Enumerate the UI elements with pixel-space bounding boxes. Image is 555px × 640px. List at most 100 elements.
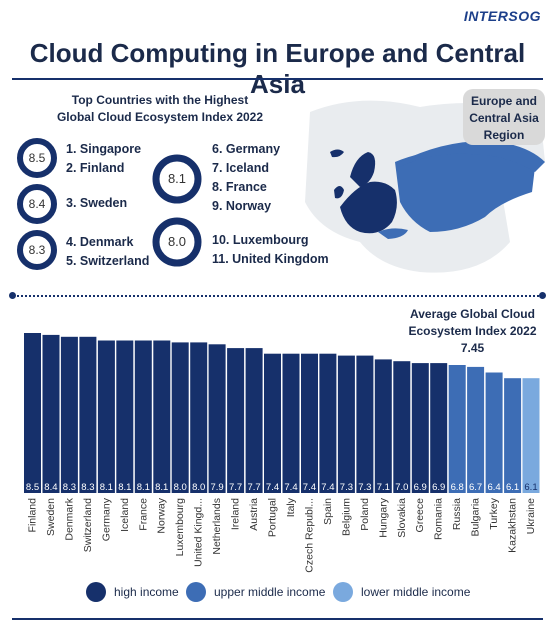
bar-belgium (337, 355, 355, 493)
bar-norway (153, 340, 171, 493)
bar-value-label: 7.7 (247, 482, 260, 493)
bar-value-label: 8.1 (118, 482, 131, 493)
bar-romania (430, 363, 448, 493)
x-tick-label: Bulgaria (470, 498, 482, 537)
rank-item: 1. Singapore (66, 142, 142, 156)
bar-poland (356, 355, 374, 493)
rank-item: 11. United Kingdom (212, 252, 329, 266)
bar-value-label: 6.1 (506, 482, 519, 493)
page-title: Cloud Computing in Europe and Central As… (29, 38, 526, 99)
region-badge-line: Region (483, 128, 525, 142)
legend-swatch (86, 582, 106, 602)
region-badge-line: Central Asia (469, 111, 539, 125)
bar-value-label-bg (523, 479, 539, 492)
x-tick-label: Czech Republ... (303, 498, 315, 573)
x-tick-label: Ireland (230, 498, 242, 530)
x-tick-label: Iceland (119, 498, 131, 532)
x-tick-label: Denmark (63, 497, 75, 540)
bar-value-label: 7.3 (358, 482, 371, 493)
map-region-turkey (378, 228, 408, 239)
average-label-line: Ecosystem Index 2022 (408, 324, 537, 338)
score-ring-8-4: 8.4 (17, 184, 57, 224)
bar-value-label: 8.0 (192, 482, 205, 493)
x-tick-label: Turkey (488, 497, 500, 529)
divider-dot (9, 292, 16, 299)
average-label: Average Global Cloud Ecosystem Index 202… (400, 306, 545, 357)
rank-item: 8. France (212, 180, 267, 194)
bar-value-label: 6.1 (524, 482, 537, 493)
rank-item: 5. Switzerland (66, 254, 150, 268)
legend-swatch (186, 582, 206, 602)
bar-hungary (374, 359, 392, 493)
score-ring-label: 8.3 (29, 243, 46, 257)
map-region-uk (334, 186, 344, 199)
title-divider (12, 78, 543, 80)
score-ring-label: 8.5 (29, 151, 46, 165)
section-divider (12, 295, 543, 297)
bar-value-label: 8.5 (26, 482, 39, 493)
rank-item: 3. Sweden (66, 196, 128, 210)
bar-value-label: 7.4 (266, 482, 279, 493)
bar-value-label: 7.4 (284, 482, 297, 493)
bar-bulgaria (467, 366, 485, 493)
bar-italy (282, 353, 300, 493)
x-tick-label: Hungary (377, 497, 389, 537)
bar-slovakia (393, 361, 411, 493)
x-tick-label: Romania (433, 498, 445, 540)
bar-value-label: 7.0 (395, 482, 408, 493)
average-label-line: Average Global Cloud (410, 307, 535, 321)
region-badge: Europe and Central Asia Region (463, 89, 545, 145)
x-tick-label: Norway (156, 497, 168, 533)
bar-value-label: 6.7 (469, 482, 482, 493)
bar-turkey (485, 372, 503, 493)
x-tick-label: Spain (322, 498, 334, 525)
bar-value-label: 6.9 (414, 482, 427, 493)
bar-austria (245, 348, 263, 493)
bar-value-label: 8.0 (174, 482, 187, 493)
top-heading-line: Top Countries with the Highest (71, 93, 249, 107)
bar-greece (411, 363, 429, 493)
score-ring-8-1: 8.1 (152, 154, 202, 204)
bar-germany (97, 340, 115, 493)
rank-item: 6. Germany (212, 142, 281, 156)
x-tick-label: Luxembourg (174, 498, 186, 557)
bar-sweden (42, 334, 60, 493)
legend-label: lower middle income (361, 585, 471, 599)
rank-item: 7. Iceland (212, 161, 269, 175)
x-tick-label: Portugal (267, 498, 279, 537)
map-region-russia-east (400, 141, 545, 172)
legend-swatch (333, 582, 353, 602)
score-ring-label: 8.4 (29, 197, 46, 211)
bar-france (134, 340, 152, 493)
x-tick-label: Austria (248, 498, 260, 531)
bar-portugal (264, 353, 281, 493)
x-tick-label: Russia (451, 498, 463, 530)
score-ring-8-3: 8.3 (17, 230, 57, 270)
bar-value-label: 6.8 (451, 482, 464, 493)
bar-value-label: 8.1 (155, 482, 168, 493)
bar-value-label: 6.9 (432, 482, 445, 493)
score-ring-8-5: 8.5 (17, 138, 57, 178)
average-value: 7.45 (460, 341, 485, 355)
legend-item-upper-middle-income: upper middle income (186, 582, 325, 602)
bar-value-label: 8.3 (63, 482, 76, 493)
score-ring-label: 8.0 (168, 234, 186, 249)
divider-dot (539, 292, 546, 299)
bar-value-label: 7.7 (229, 482, 242, 493)
legend-label: upper middle income (214, 585, 326, 599)
region-badge-line: Europe and (470, 94, 537, 108)
legend-item-high-income: high income (86, 582, 179, 602)
x-tick-label: Netherlands (211, 498, 223, 555)
bar-value-label: 8.1 (137, 482, 150, 493)
bar-value-label: 7.4 (321, 482, 334, 493)
bar-value-label: 8.3 (81, 482, 94, 493)
score-ring-label: 8.1 (168, 171, 186, 186)
x-tick-label: Poland (359, 498, 371, 531)
bar-value-label: 8.4 (44, 482, 57, 493)
x-tick-label: Sweden (45, 498, 57, 536)
bar-ukraine (522, 378, 540, 493)
bar-kazakhstan (504, 378, 522, 493)
map-region-iceland (330, 149, 344, 158)
chart-legend: high income upper middle income lower mi… (0, 582, 555, 602)
x-tick-label: Kazakhstan (507, 498, 519, 553)
